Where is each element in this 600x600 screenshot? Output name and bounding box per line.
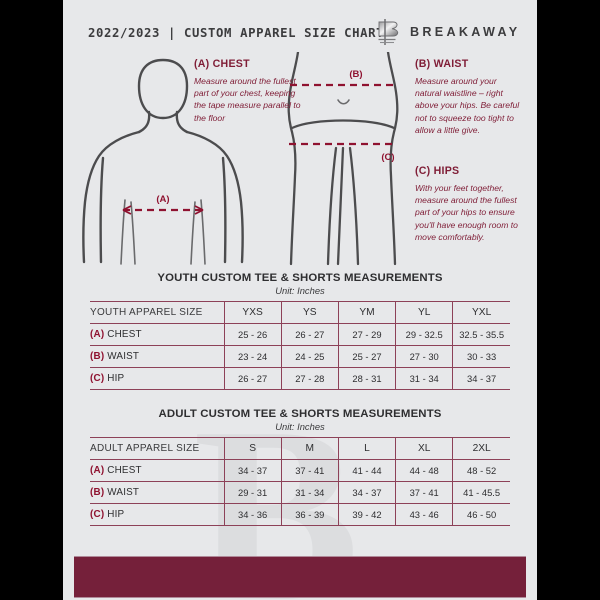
page-title: 2022/2023 | CUSTOM APPAREL SIZE CHART	[88, 26, 385, 40]
row-name: WAIST	[107, 487, 140, 498]
youth-table-title: YOUTH CUSTOM TEE & SHORTS MEASUREMENTS	[157, 272, 443, 284]
column-header: 2XL	[452, 437, 510, 460]
youth-table-unit: Unit: Inches	[275, 285, 325, 296]
table-cell: 30 - 33	[452, 345, 510, 368]
table-cell: 37 - 41	[395, 481, 453, 504]
row-label: (A) CHEST	[90, 459, 225, 482]
table-row: (A) CHEST 25 - 26 26 - 27 27 - 29 29 - 3…	[90, 323, 510, 346]
chest-measure-line	[122, 205, 204, 215]
row-name: CHEST	[107, 465, 142, 476]
table-cell: 39 - 42	[337, 503, 396, 526]
table-cell: 29 - 31	[223, 481, 282, 504]
table-cell: 37 - 41	[280, 459, 339, 482]
table-cell: 44 - 48	[395, 459, 453, 482]
adult-row-header-label: ADULT APPAREL SIZE	[90, 437, 225, 460]
row-label: (A) CHEST	[90, 323, 225, 346]
row-name: WAIST	[107, 351, 140, 362]
adult-table-unit: Unit: Inches	[275, 421, 325, 432]
table-cell: 32.5 - 35.5	[452, 323, 510, 346]
footer-bar	[74, 556, 526, 598]
table-cell: 34 - 37	[223, 459, 282, 482]
table-row: (B) WAIST 23 - 24 24 - 25 25 - 27 27 - 3…	[90, 345, 510, 368]
column-header: YXS	[223, 301, 282, 324]
waist-callout-title: (B) WAIST	[415, 58, 469, 70]
chest-callout-text: Measure around the fullest part of your …	[194, 76, 301, 123]
table-row: (C) HIP 26 - 27 27 - 28 28 - 31 31 - 34 …	[90, 367, 510, 390]
chest-callout-title: (A) CHEST	[194, 58, 250, 70]
row-tag: (B)	[90, 351, 105, 362]
chest-marker-label: (A)	[156, 194, 169, 205]
hips-callout-text: With your feet together, measure around …	[415, 183, 518, 242]
column-header: XL	[395, 437, 453, 460]
table-row: (C) HIP 34 - 36 36 - 39 39 - 42 43 - 46 …	[90, 503, 510, 526]
youth-size-table-block: YOUTH CUSTOM TEE & SHORTS MEASUREMENTS U…	[90, 272, 510, 390]
waist-callout-text: Measure around your natural waistline – …	[415, 76, 520, 135]
youth-size-table: YOUTH APPAREL SIZE YXS YS YM YL YXL (A) …	[90, 301, 510, 390]
row-name: HIP	[107, 509, 125, 520]
table-cell: 41 - 45.5	[452, 481, 510, 504]
row-name: HIP	[107, 373, 125, 384]
youth-row-header-label: YOUTH APPAREL SIZE	[90, 301, 225, 324]
table-cell: 43 - 46	[395, 503, 453, 526]
adult-size-table: ADULT APPAREL SIZE S M L XL 2XL (A) CHES…	[90, 437, 510, 526]
table-cell: 36 - 39	[280, 503, 339, 526]
table-cell: 24 - 25	[280, 345, 339, 368]
table-cell: 29 - 32.5	[395, 323, 453, 346]
brand-logo: BREAKAWAY	[375, 18, 520, 46]
column-header: L	[337, 437, 396, 460]
table-cell: 34 - 36	[223, 503, 282, 526]
column-header: YS	[280, 301, 339, 324]
hips-callout-title: (C) HIPS	[415, 165, 460, 177]
table-cell: 23 - 24	[223, 345, 282, 368]
table-cell: 28 - 31	[337, 367, 396, 390]
brand-name: BREAKAWAY	[410, 25, 521, 39]
table-cell: 34 - 37	[337, 481, 396, 504]
table-cell: 48 - 52	[452, 459, 510, 482]
hips-marker-label: (C)	[381, 152, 394, 163]
row-label: (C) HIP	[90, 367, 225, 390]
column-header: M	[280, 437, 339, 460]
row-label: (B) WAIST	[90, 481, 225, 504]
row-name: CHEST	[107, 329, 142, 340]
table-cell: 27 - 30	[395, 345, 453, 368]
table-cell: 26 - 27	[223, 367, 282, 390]
table-cell: 31 - 34	[395, 367, 453, 390]
column-header: YXL	[452, 301, 510, 324]
table-cell: 46 - 50	[452, 503, 510, 526]
row-tag: (A)	[90, 329, 105, 340]
table-header-row: ADULT APPAREL SIZE S M L XL 2XL	[90, 437, 510, 460]
breakaway-b-monogram-icon	[378, 19, 399, 45]
row-tag: (B)	[90, 487, 105, 498]
row-label: (B) WAIST	[90, 345, 225, 368]
page-header: 2022/2023 | CUSTOM APPAREL SIZE CHART BR…	[63, 16, 537, 50]
row-tag: (C)	[90, 509, 105, 520]
column-header: YM	[337, 301, 396, 324]
measurement-illustrations: (A) (B)	[63, 50, 537, 270]
table-cell: 25 - 27	[337, 345, 396, 368]
table-row: (B) WAIST 29 - 31 31 - 34 34 - 37 37 - 4…	[90, 481, 510, 504]
table-cell: 25 - 26	[223, 323, 282, 346]
adult-table-title: ADULT CUSTOM TEE & SHORTS MEASUREMENTS	[158, 408, 442, 420]
table-cell: 27 - 28	[280, 367, 339, 390]
table-cell: 31 - 34	[280, 481, 339, 504]
table-header-row: YOUTH APPAREL SIZE YXS YS YM YL YXL	[90, 301, 510, 324]
torso-figure-illustration: (A)	[82, 58, 244, 265]
row-tag: (C)	[90, 373, 105, 384]
table-cell: 27 - 29	[337, 323, 396, 346]
size-chart-page: B 2022/2023 | CUSTOM APPAREL SIZE CHART …	[63, 0, 537, 600]
row-tag: (A)	[90, 465, 105, 476]
waist-marker-label: (B)	[349, 69, 362, 80]
table-row: (A) CHEST 34 - 37 37 - 41 41 - 44 44 - 4…	[90, 459, 510, 482]
row-label: (C) HIP	[90, 503, 225, 526]
table-cell: 41 - 44	[337, 459, 396, 482]
lower-body-figure-illustration: (B) (C)	[287, 52, 399, 266]
adult-size-table-block: ADULT CUSTOM TEE & SHORTS MEASUREMENTS U…	[90, 408, 510, 526]
table-cell: 34 - 37	[452, 367, 510, 390]
column-header: YL	[395, 301, 453, 324]
column-header: S	[223, 437, 282, 460]
table-cell: 26 - 27	[280, 323, 339, 346]
